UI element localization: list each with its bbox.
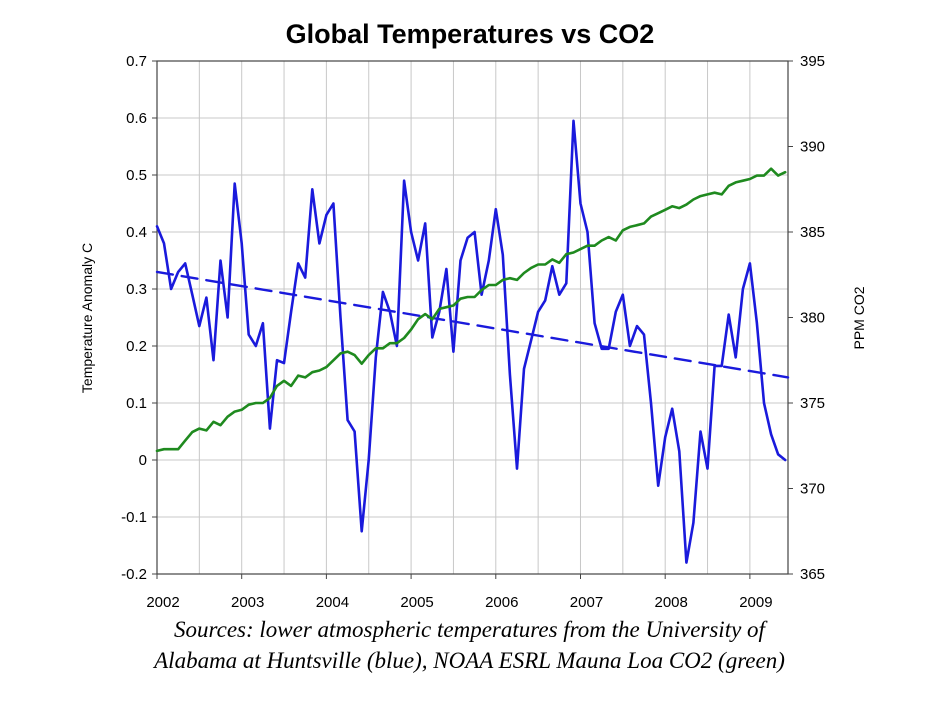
- x-tick-label: 2009: [739, 594, 772, 611]
- co2-series-line: [155, 167, 787, 453]
- chart-title: Global Temperatures vs CO2: [286, 19, 655, 49]
- left-tick-label: 0.3: [126, 281, 147, 298]
- x-tick-label: 2004: [316, 594, 349, 611]
- left-tick-label: -0.2: [121, 566, 147, 583]
- left-tick-label: 0.7: [126, 53, 147, 70]
- left-tick-label: 0.6: [126, 110, 147, 127]
- series-layer: [155, 119, 790, 564]
- right-axis: 395 390 385 380 375 370 365: [788, 53, 825, 583]
- left-axis: 0.7 0.6 0.5 0.4 0.3 0.2 0.1 0 -0.1 -0.2: [121, 53, 157, 583]
- left-tick-label: 0.5: [126, 167, 147, 184]
- x-tick-label: 2003: [231, 594, 264, 611]
- source-caption-line-1: Sources: lower atmospheric temperatures …: [174, 617, 765, 642]
- x-tick-label: 2008: [655, 594, 688, 611]
- plot-frame: [156, 60, 789, 575]
- x-tick-label: 2002: [146, 594, 179, 611]
- left-tick-label: 0.1: [126, 395, 147, 412]
- x-axis: 2002 2003 2004 2005 2006 2007 2008 2009: [146, 574, 773, 611]
- x-tick-label: 2005: [400, 594, 433, 611]
- source-caption-line-2: Alabama at Huntsville (blue), NOAA ESRL …: [154, 648, 785, 673]
- y-axis-label: Temperature Anomaly C: [79, 243, 95, 393]
- right-tick-label: 390: [800, 139, 825, 156]
- temperature-trend-line: [155, 270, 790, 379]
- right-tick-label: 385: [800, 224, 825, 241]
- x-tick-label: 2006: [485, 594, 518, 611]
- y2-axis-label: PPM CO2: [851, 286, 867, 349]
- left-tick-label: -0.1: [121, 509, 147, 526]
- right-tick-label: 375: [800, 395, 825, 412]
- right-tick-label: 395: [800, 53, 825, 70]
- grid: [157, 60, 788, 575]
- left-tick-label: 0.2: [126, 338, 147, 355]
- right-tick-label: 380: [800, 310, 825, 327]
- temperature-series-line: [155, 119, 787, 564]
- right-tick-label: 370: [800, 481, 825, 498]
- left-tick-label: 0: [139, 452, 147, 469]
- x-tick-label: 2007: [570, 594, 603, 611]
- right-tick-label: 365: [800, 566, 825, 583]
- left-tick-label: 0.4: [126, 224, 147, 241]
